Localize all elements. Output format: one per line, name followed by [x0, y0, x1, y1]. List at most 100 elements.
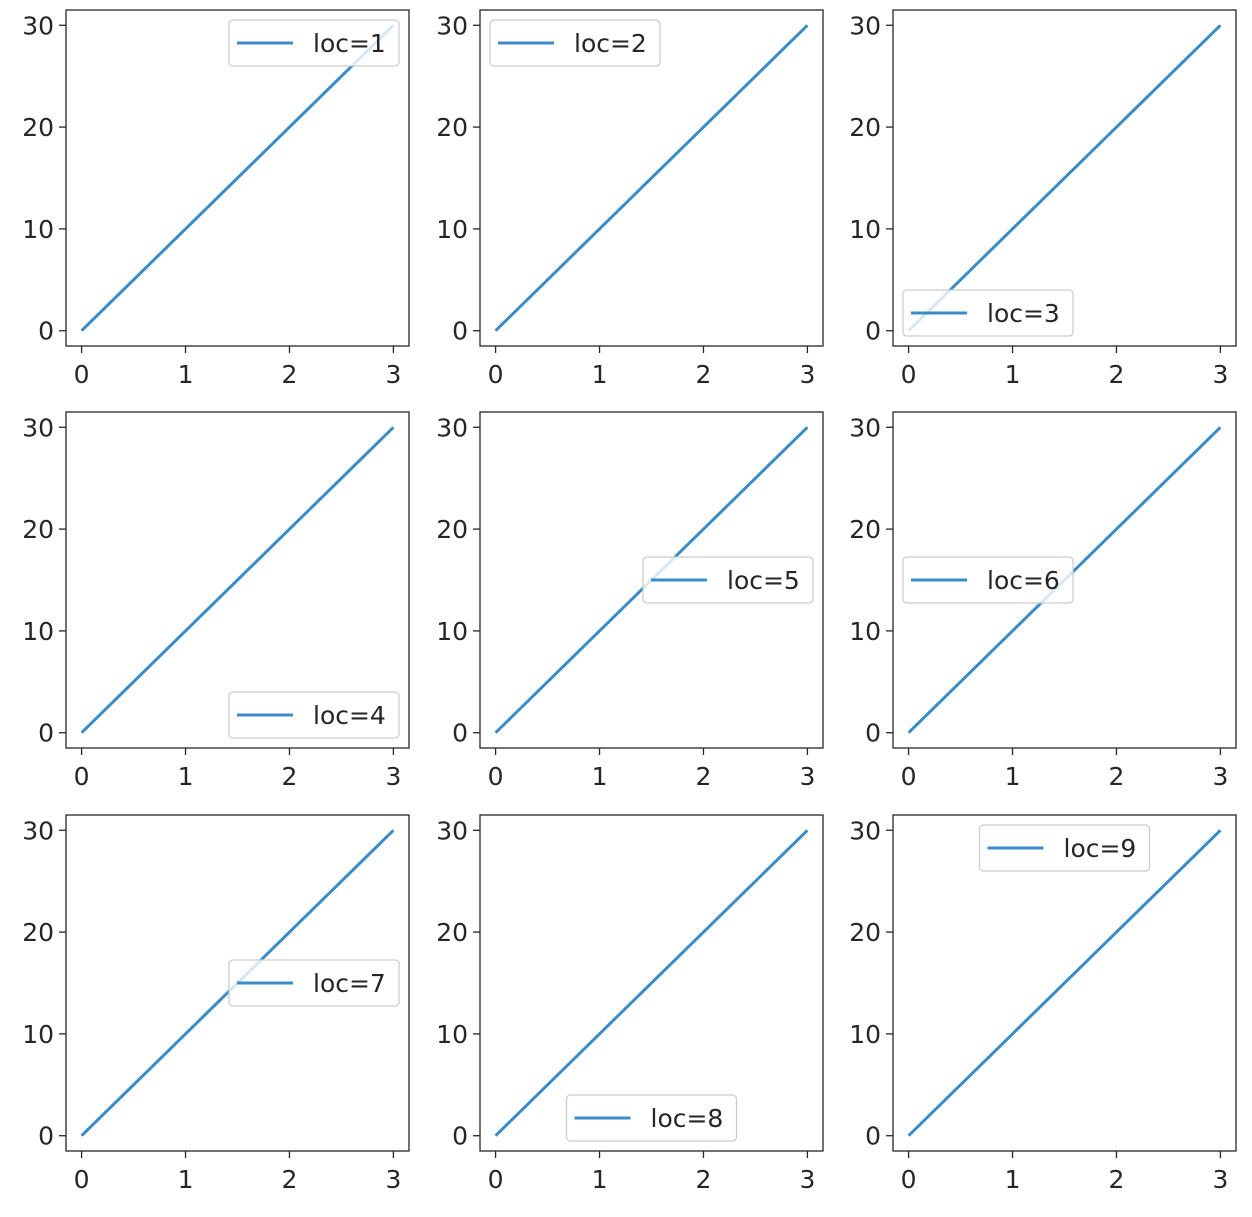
y-tick-label: 20 [22, 113, 54, 142]
x-tick-label: 0 [488, 1165, 504, 1194]
y-tick-label: 0 [865, 1122, 881, 1151]
y-tick-label: 0 [452, 317, 468, 346]
legend-label: loc=4 [313, 701, 386, 730]
x-tick-label: 1 [178, 1165, 194, 1194]
x-tick-label: 2 [1109, 360, 1125, 389]
y-tick-label: 20 [22, 515, 54, 544]
y-tick-label: 30 [849, 11, 881, 40]
y-tick-label: 10 [22, 215, 54, 244]
x-tick-label: 1 [178, 360, 194, 389]
series-line [907, 24, 1222, 332]
x-tick-label: 2 [696, 360, 712, 389]
legend-box [565, 1094, 738, 1142]
y-tick-label: 0 [38, 719, 54, 748]
y-tick-label: 30 [22, 413, 54, 442]
y-tick-label: 30 [436, 413, 468, 442]
legend-box [228, 19, 400, 67]
legend: loc=8 [565, 1094, 738, 1142]
legend-box [902, 289, 1074, 337]
y-tick-label: 10 [22, 617, 54, 646]
y-tick-label: 10 [436, 215, 468, 244]
x-tick-label: 2 [1109, 762, 1125, 791]
y-tick-label: 0 [452, 719, 468, 748]
y-tick-label: 10 [436, 617, 468, 646]
x-tick-label: 0 [901, 762, 917, 791]
y-tick-label: 20 [436, 918, 468, 947]
x-tick-label: 2 [696, 1165, 712, 1194]
series-line [80, 24, 395, 332]
legend-box [978, 824, 1151, 872]
legend-label: loc=3 [987, 299, 1060, 328]
x-tick-label: 3 [799, 762, 815, 791]
legend: loc=5 [642, 556, 814, 604]
y-tick-label: 30 [849, 816, 881, 845]
legend-label: loc=9 [1064, 834, 1137, 863]
legend-label: loc=5 [727, 566, 800, 595]
legend-box [228, 691, 400, 739]
legend-box [642, 556, 814, 604]
y-tick-label: 10 [849, 215, 881, 244]
x-tick-label: 3 [385, 1165, 401, 1194]
legend-box [228, 959, 400, 1007]
legend-label: loc=2 [574, 29, 647, 58]
x-tick-label: 0 [74, 360, 90, 389]
x-tick-label: 0 [74, 1165, 90, 1194]
x-tick-label: 3 [799, 1165, 815, 1194]
y-tick-label: 30 [22, 816, 54, 845]
x-tick-label: 2 [696, 762, 712, 791]
y-tick-label: 0 [38, 1122, 54, 1151]
x-tick-label: 0 [74, 762, 90, 791]
y-tick-label: 0 [865, 317, 881, 346]
y-tick-label: 30 [22, 11, 54, 40]
legend: loc=2 [489, 19, 661, 67]
y-tick-label: 0 [452, 1122, 468, 1151]
legend-label: loc=8 [651, 1104, 724, 1133]
x-tick-label: 3 [385, 360, 401, 389]
x-tick-label: 1 [1005, 1165, 1021, 1194]
y-tick-label: 30 [436, 11, 468, 40]
y-tick-label: 10 [849, 1020, 881, 1049]
y-tick-label: 20 [849, 918, 881, 947]
x-tick-label: 2 [282, 1165, 298, 1194]
x-tick-label: 2 [282, 762, 298, 791]
x-tick-label: 1 [1005, 762, 1021, 791]
series-line [494, 829, 809, 1137]
x-tick-label: 0 [901, 1165, 917, 1194]
x-tick-label: 2 [1109, 1165, 1125, 1194]
x-tick-label: 0 [901, 360, 917, 389]
legend: loc=3 [902, 289, 1074, 337]
x-tick-label: 1 [592, 360, 608, 389]
y-tick-label: 30 [436, 816, 468, 845]
y-tick-label: 0 [865, 719, 881, 748]
y-tick-label: 20 [849, 515, 881, 544]
legend: loc=9 [978, 824, 1151, 872]
x-tick-label: 1 [178, 762, 194, 791]
y-tick-label: 30 [849, 413, 881, 442]
legend-label: loc=7 [313, 969, 386, 998]
legend-label: loc=6 [987, 566, 1060, 595]
x-tick-label: 1 [1005, 360, 1021, 389]
legend: loc=7 [228, 959, 400, 1007]
x-tick-label: 1 [592, 762, 608, 791]
y-tick-label: 10 [849, 617, 881, 646]
x-tick-label: 3 [1212, 1165, 1228, 1194]
y-tick-label: 20 [22, 918, 54, 947]
x-tick-label: 2 [282, 360, 298, 389]
x-tick-label: 3 [799, 360, 815, 389]
series-line [494, 24, 809, 332]
series-line [80, 426, 395, 734]
y-tick-label: 10 [22, 1020, 54, 1049]
x-tick-label: 0 [488, 762, 504, 791]
series-line [907, 829, 1222, 1137]
legend: loc=6 [902, 556, 1074, 604]
y-tick-label: 20 [436, 113, 468, 142]
